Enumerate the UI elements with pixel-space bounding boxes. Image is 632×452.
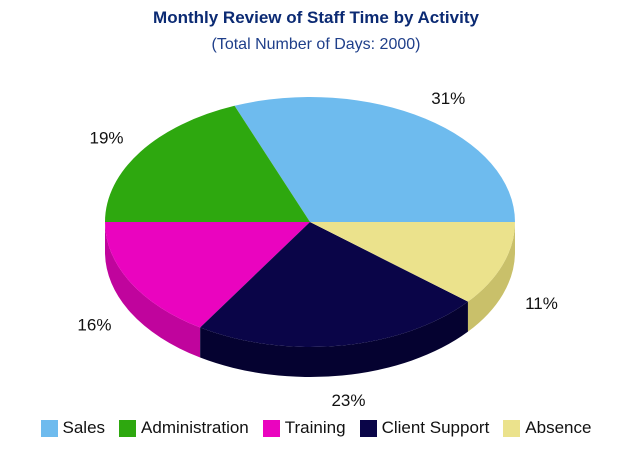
legend-swatch [503,419,521,437]
legend-item-sales[interactable]: Sales [40,418,106,438]
slice-sales[interactable] [234,97,515,222]
slice-label-training: 16% [77,315,111,334]
slice-training[interactable] [105,222,310,328]
slice-absence[interactable] [310,222,515,302]
slice-side-client-support [200,301,468,377]
slice-administration[interactable] [105,105,310,222]
legend-label: Training [284,418,346,437]
legend-swatch [262,419,280,437]
pie-chart: 31% 19% 16% 23% 11% [77,89,558,410]
legend-label: Absence [525,418,592,437]
legend-item-absence[interactable]: Absence [503,418,591,438]
slice-label-absence: 11% [525,294,558,313]
legend-item-training[interactable]: Training [262,418,346,438]
slice-client-support[interactable] [200,222,468,347]
legend-swatch [359,419,377,437]
slice-side-training [105,222,201,358]
legend-swatch [40,419,58,437]
chart-title: Monthly Review of Staff Time by Activity [153,8,479,27]
chart-legend: Sales Administration Training Client Suppor… [0,418,632,438]
chart-subtitle: (Total Number of Days: 2000) [211,36,421,53]
slice-label-administration: 19% [90,129,124,148]
slice-label-client-support: 23% [331,391,365,410]
legend-item-administration[interactable]: Administration [119,418,249,438]
slice-side-absence [467,222,515,332]
legend-item-client-support[interactable]: Client Support [359,418,490,438]
legend-label: Client Support [381,418,490,437]
legend-label: Administration [141,418,249,437]
legend-label: Sales [62,418,106,437]
legend-swatch [119,419,137,437]
slice-label-sales: 31% [431,89,465,108]
